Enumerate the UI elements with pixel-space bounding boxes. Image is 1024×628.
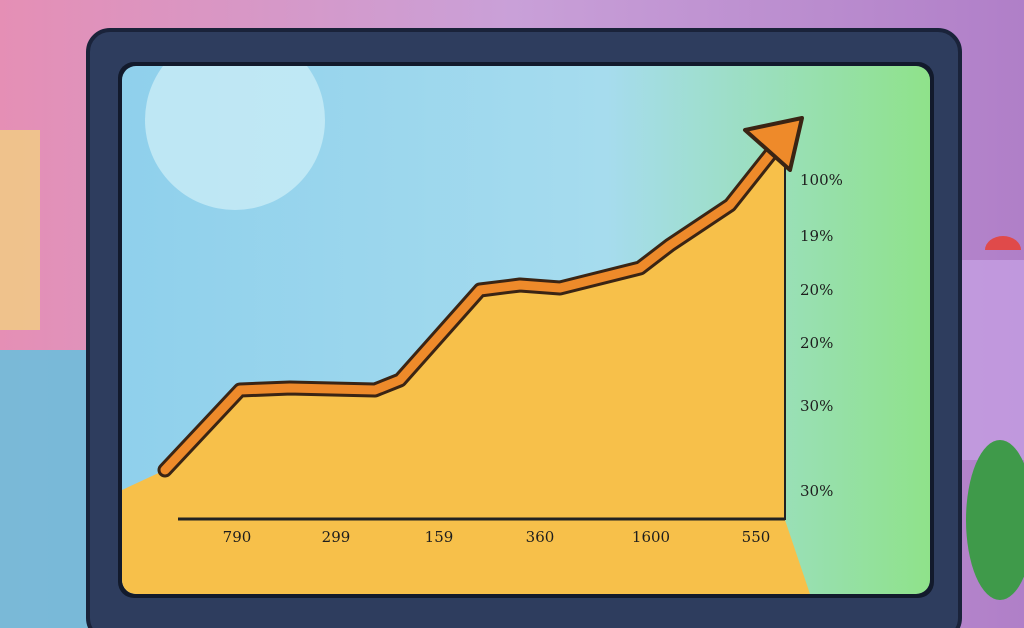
y-label: 30% [800, 482, 833, 500]
y-label: 20% [800, 281, 833, 299]
area-fill [122, 150, 810, 594]
x-label: 360 [526, 528, 555, 546]
bg-plant [966, 440, 1024, 600]
trend-arrowhead [743, 116, 804, 172]
y-label: 100% [800, 171, 843, 189]
x-label: 550 [742, 528, 771, 546]
x-label: 159 [425, 528, 454, 546]
trend-line [160, 137, 785, 475]
screen [122, 66, 930, 594]
x-label: 1600 [632, 528, 670, 546]
x-label: 790 [223, 528, 252, 546]
labels: 790 299 159 360 1600 550 100% 19% 20% 20% 30% 30% [223, 171, 843, 546]
screen-glare [145, 66, 325, 210]
y-label: 30% [800, 397, 833, 415]
bg-monitor [0, 350, 95, 628]
bg-cabinet [960, 260, 1024, 460]
x-label: 299 [322, 528, 351, 546]
y-label: 20% [800, 334, 833, 352]
bg-shelf [0, 130, 40, 330]
y-label: 19% [800, 227, 833, 245]
bg-lamp [985, 236, 1021, 250]
